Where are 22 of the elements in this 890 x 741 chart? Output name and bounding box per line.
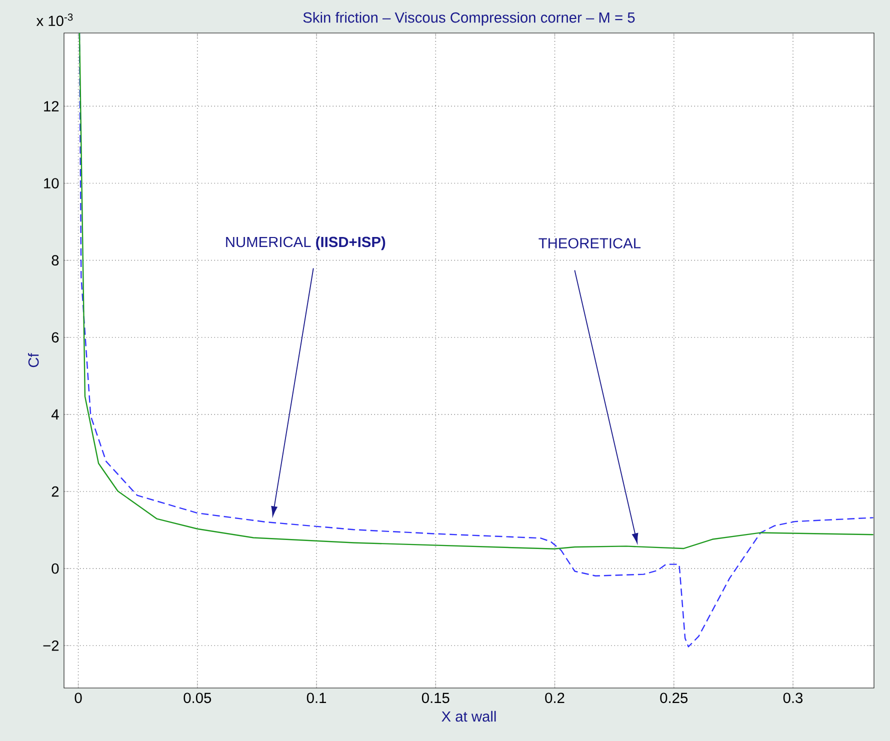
x-tick-label: 0.1 — [306, 692, 326, 704]
x-tick-label: 0.25 — [660, 692, 688, 704]
x-tick-label: 0 — [74, 692, 82, 704]
x-tick-label: 0.2 — [545, 692, 564, 704]
y-tick-label: 12 — [44, 101, 59, 112]
x-axis-title: X at wall — [442, 710, 496, 722]
annotation: NUMERICAL (IISD+ISP) — [226, 236, 386, 250]
y-tick-label: 0 — [52, 563, 59, 574]
y-tick-label: −2 — [43, 640, 59, 651]
x-tick-label: 0.05 — [184, 692, 212, 704]
x-tick-label: 0.15 — [422, 692, 450, 704]
y-tick-label: 6 — [52, 332, 59, 343]
y-tick-label: 4 — [51, 409, 59, 420]
chart-title: Skin friction – Viscous Compression corner – M = 5 — [303, 12, 635, 26]
text: x 10$^{-3}$ — [36, 13, 73, 26]
y-tick-label: 8 — [52, 255, 59, 266]
y-tick-label: 2 — [52, 486, 59, 497]
y-axis-title: Cf — [28, 353, 39, 368]
x-tick-label: 0.3 — [783, 692, 803, 704]
annotation: THEORETICAL — [538, 238, 641, 248]
line-series — [78, 32, 874, 550]
y-tick-label: 10 — [44, 178, 59, 188]
